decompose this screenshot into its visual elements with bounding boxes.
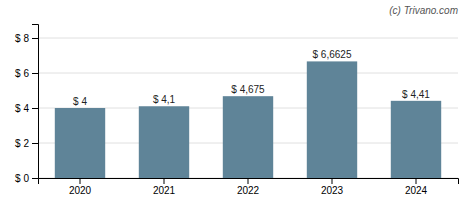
bar xyxy=(391,101,441,178)
y-tick-mark xyxy=(32,108,38,109)
chart-container: $ 0$ 2$ 4$ 6$ 820202021202220232024$ 4$ … xyxy=(0,0,470,200)
bar xyxy=(307,61,357,178)
x-tick-label: 2023 xyxy=(321,185,344,196)
x-tick: 2022 xyxy=(237,178,260,196)
y-tick-label: $ 0 xyxy=(15,173,29,184)
y-tick-label: $ 8 xyxy=(15,33,29,44)
x-tick-label: 2022 xyxy=(237,185,260,196)
grid xyxy=(38,38,458,178)
bars xyxy=(55,61,441,178)
bar xyxy=(55,108,105,178)
y-tick-mark xyxy=(32,178,38,179)
x-tick: 2023 xyxy=(321,178,344,196)
data-labels: $ 4 $ 4,1 $ 4,675 $ 6,6625 $ 4,41 xyxy=(73,49,430,107)
x-tick-mark xyxy=(248,178,249,184)
y-axis-line xyxy=(32,25,39,179)
x-tick-label: 2021 xyxy=(153,185,176,196)
x-tick: 2020 xyxy=(69,178,92,196)
x-axis-line xyxy=(39,179,459,185)
y-tick: $ 2 xyxy=(15,138,38,149)
chart-svg: $ 0$ 2$ 4$ 6$ 820202021202220232024$ 4$ … xyxy=(0,0,470,200)
x-tick-mark xyxy=(332,178,333,184)
data-label: $ 4,675 xyxy=(231,84,265,95)
x-axis: 2020 2021 2022 2023 2024 xyxy=(39,178,459,196)
data-label: $ 6,6625 xyxy=(313,49,352,60)
x-tick-mark xyxy=(416,178,417,184)
x-tick-label: 2024 xyxy=(405,185,428,196)
x-tick-label: 2020 xyxy=(69,185,92,196)
x-tick: 2024 xyxy=(405,178,428,196)
y-tick: $ 6 xyxy=(15,68,38,79)
y-tick-mark xyxy=(32,38,38,39)
data-label: $ 4,41 xyxy=(402,89,430,100)
y-tick-label: $ 4 xyxy=(15,103,29,114)
bar xyxy=(139,106,189,178)
y-tick-label: $ 6 xyxy=(15,68,29,79)
grid-line xyxy=(38,73,458,74)
y-tick: $ 8 xyxy=(15,33,38,44)
y-tick-label: $ 2 xyxy=(15,138,29,149)
y-axis: $ 0 $ 2 $ 4 $ 6 $ 8 xyxy=(15,25,38,184)
data-label: $ 4 xyxy=(73,96,87,107)
x-tick: 2021 xyxy=(153,178,176,196)
x-tick-mark xyxy=(80,178,81,184)
annotation: (c) Trivano.com xyxy=(389,5,458,16)
grid-line xyxy=(38,38,458,39)
x-tick-mark xyxy=(164,178,165,184)
y-tick: $ 0 xyxy=(15,173,38,184)
plot: $ 0$ 2$ 4$ 6$ 820202021202220232024$ 4$ … xyxy=(15,25,458,197)
y-tick: $ 4 xyxy=(15,103,38,114)
y-tick-mark xyxy=(32,143,38,144)
bar xyxy=(223,96,273,178)
data-label: $ 4,1 xyxy=(153,94,176,105)
y-tick-mark xyxy=(32,73,38,74)
